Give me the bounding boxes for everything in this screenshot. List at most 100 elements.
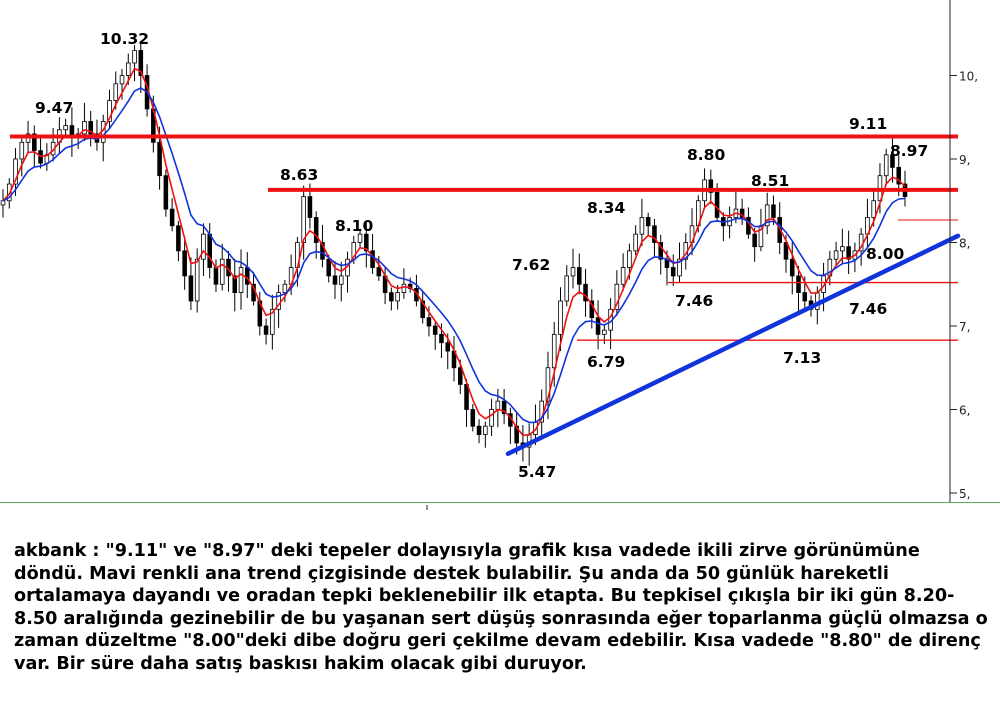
candle — [608, 298, 613, 350]
candle-body — [389, 292, 394, 302]
candle-body — [119, 75, 125, 85]
candle-body — [602, 329, 607, 335]
candle — [276, 284, 281, 328]
candle-body — [13, 158, 18, 185]
candle-body — [495, 400, 501, 410]
candle-body — [633, 233, 638, 252]
candle-body — [583, 283, 588, 302]
candle-body — [395, 292, 400, 302]
candle-body — [677, 258, 682, 277]
candle-body — [194, 258, 200, 302]
candle-body — [771, 204, 776, 218]
candle — [50, 128, 56, 162]
candle — [270, 294, 275, 350]
candle-body — [320, 242, 325, 260]
price-label: 8.51 — [751, 172, 789, 190]
candle-body — [627, 250, 632, 268]
price-label: 8.10 — [335, 217, 373, 235]
candle — [232, 258, 238, 312]
candle-body — [19, 141, 25, 160]
price-labels-layer: 10.32 9.47 8.63 8.10 7.62 6.79 5.47 8.34 7.46 8.8… — [35, 30, 928, 481]
candle — [846, 230, 851, 275]
candle — [401, 268, 407, 299]
candle — [213, 259, 219, 292]
candle-body — [883, 154, 889, 177]
candle-body — [457, 367, 463, 385]
moving-average-line — [2, 67, 906, 437]
candle-body — [890, 154, 895, 168]
price-label: 7.62 — [512, 256, 550, 274]
candle — [827, 250, 833, 286]
candle — [852, 242, 858, 273]
candle — [501, 389, 507, 425]
price-label: 7.46 — [675, 292, 713, 310]
candle — [182, 236, 187, 290]
candle-body — [207, 233, 212, 268]
candle — [263, 318, 269, 345]
price-label: 8.34 — [587, 199, 625, 217]
y-tick-label: 9, — [959, 153, 970, 167]
candle-body — [670, 267, 676, 277]
price-label: 7.46 — [849, 300, 887, 318]
candle-body — [476, 425, 482, 435]
candle — [564, 265, 570, 307]
y-tick-label: 7, — [959, 320, 970, 334]
candle — [32, 125, 37, 167]
candle-body — [138, 50, 144, 76]
candle — [796, 265, 801, 311]
candle-body — [82, 121, 87, 135]
candle-body — [426, 317, 432, 327]
y-tick-label: 8, — [959, 237, 970, 251]
candle — [583, 268, 588, 317]
candle — [0, 189, 6, 218]
candle — [558, 287, 563, 351]
candle-body — [764, 204, 770, 227]
stock-chart: 10.32 9.47 8.63 8.10 7.62 6.79 5.47 8.34 7.46 8.8… — [0, 0, 1000, 510]
candle — [633, 225, 638, 256]
candle-body — [401, 283, 407, 293]
candle — [595, 300, 601, 350]
candle-body — [88, 121, 93, 135]
candle — [163, 169, 169, 217]
candle-body — [326, 258, 332, 277]
candle — [432, 321, 438, 350]
candle — [364, 221, 369, 268]
candle — [169, 198, 175, 232]
candle — [890, 138, 895, 183]
candle-body — [188, 275, 194, 302]
candle — [282, 279, 288, 303]
candle-body — [169, 208, 175, 227]
candle — [389, 287, 394, 311]
candle — [107, 89, 112, 130]
candle — [238, 249, 244, 310]
candle-body — [63, 125, 68, 131]
candle-body — [658, 242, 663, 260]
candle-body — [789, 258, 795, 277]
candle — [865, 198, 870, 248]
candle-body — [576, 267, 582, 285]
price-label: 8.80 — [687, 146, 725, 164]
price-label: 6.79 — [587, 353, 625, 371]
price-label: 5.47 — [518, 463, 556, 481]
y-tick-label: 6, — [959, 404, 970, 418]
candle-body — [276, 292, 281, 310]
candle — [620, 253, 626, 291]
candle — [645, 212, 651, 236]
candle — [495, 388, 501, 428]
candle-body — [652, 225, 657, 243]
price-label: 7.13 — [783, 349, 821, 367]
candle — [188, 257, 194, 311]
candle-body — [301, 196, 306, 243]
candle-body — [313, 217, 319, 243]
candle-body — [802, 292, 808, 302]
candle — [589, 289, 595, 329]
y-tick-label: 10, — [959, 70, 978, 84]
candle — [245, 252, 250, 299]
candle-body — [357, 233, 363, 243]
candle-body — [157, 141, 162, 177]
price-label: 8.00 — [866, 245, 904, 263]
candle-body — [432, 325, 438, 335]
levels-layer — [10, 134, 961, 457]
candle — [176, 220, 181, 262]
axes-layer: 5,6,7,8,9,10,14 — [0, 0, 1000, 510]
